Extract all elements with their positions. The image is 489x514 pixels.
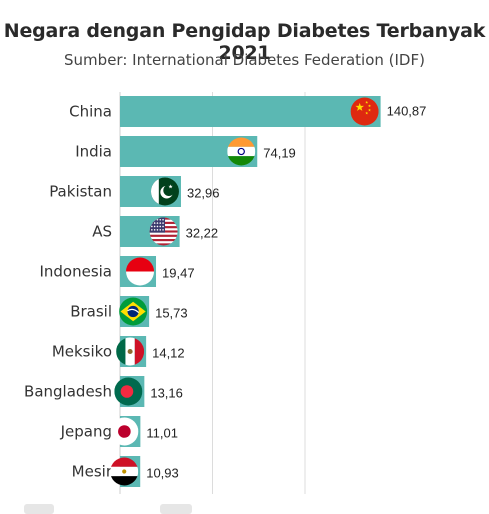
category-label: Brasil — [70, 303, 112, 321]
category-label: India — [75, 143, 112, 161]
value-label: 19,47 — [162, 266, 195, 281]
category-label: Pakistan — [49, 183, 112, 201]
value-label: 14,12 — [152, 346, 185, 361]
value-label: 74,19 — [263, 146, 296, 161]
category-label: Jepang — [60, 423, 112, 441]
mexico-flag-icon — [116, 337, 145, 366]
india-flag-icon — [227, 137, 256, 166]
value-label: 140,87 — [387, 104, 427, 119]
brazil-flag-icon — [119, 297, 148, 326]
category-label: Bangladesh — [24, 383, 112, 401]
value-label: 11,01 — [146, 426, 178, 441]
pakistan-flag-icon — [150, 177, 179, 206]
category-label: Meksiko — [52, 343, 112, 361]
footer-decoration — [160, 504, 192, 514]
chart-title: Negara dengan Pengidap Diabetes Terbanya… — [3, 20, 486, 64]
category-label: Indonesia — [39, 263, 112, 281]
category-label: AS — [92, 223, 112, 241]
bangladesh-flag-icon — [114, 377, 143, 406]
china-flag-icon — [350, 97, 379, 126]
japan-flag-icon — [110, 417, 139, 446]
category-label: China — [69, 103, 112, 121]
chart-subtitle: Sumber: International Diabetes Federatio… — [64, 51, 425, 69]
indonesia-flag-icon — [126, 257, 155, 286]
usa-flag-icon — [149, 217, 178, 246]
value-label: 15,73 — [155, 306, 188, 321]
value-label: 32,96 — [187, 186, 220, 201]
bar — [120, 96, 381, 127]
footer-decoration — [24, 504, 54, 514]
value-label: 13,16 — [150, 386, 183, 401]
category-label: Mesir — [72, 463, 113, 481]
value-label: 32,22 — [186, 226, 219, 241]
value-label: 10,93 — [146, 466, 179, 481]
egypt-flag-icon — [110, 457, 139, 486]
